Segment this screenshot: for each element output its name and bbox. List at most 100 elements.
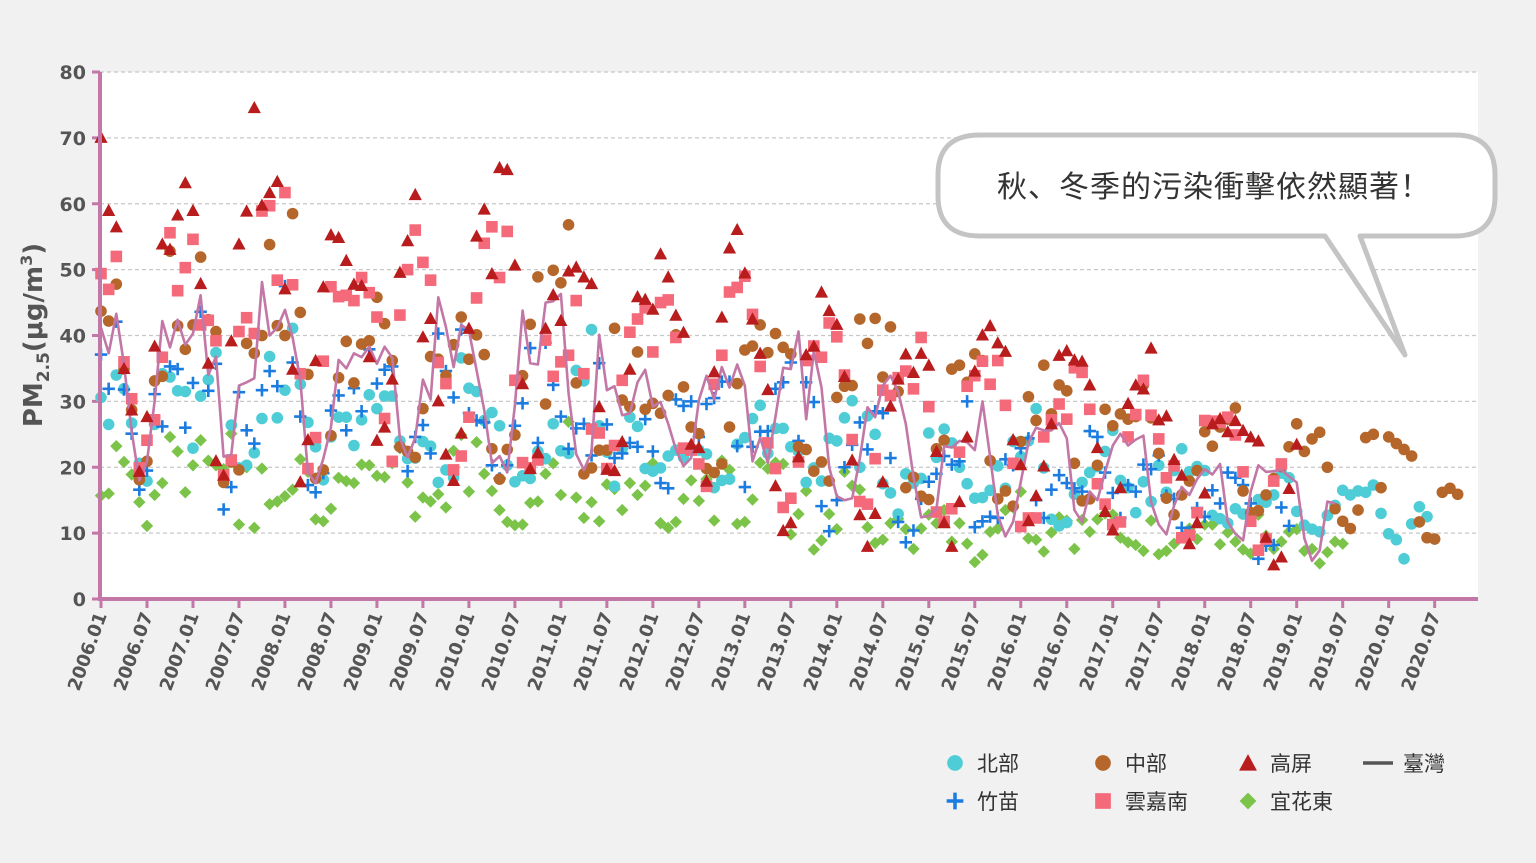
data-point-zhumiao bbox=[631, 440, 644, 454]
data-point-kaoping bbox=[423, 311, 438, 324]
data-point-yunjianan bbox=[785, 492, 797, 505]
data-point-central bbox=[1313, 426, 1326, 439]
data-point-yihuadong bbox=[255, 462, 269, 475]
data-point-yunjianan bbox=[194, 319, 207, 331]
data-point-kaoping bbox=[837, 369, 852, 382]
data-point-yunjianan bbox=[516, 456, 529, 469]
data-point-north bbox=[777, 422, 789, 435]
data-point-yihuadong bbox=[432, 488, 445, 501]
data-point-central bbox=[861, 337, 874, 350]
data-point-yunjianan bbox=[631, 313, 644, 325]
data-point-kaoping bbox=[217, 468, 231, 481]
data-point-zhumiao bbox=[1282, 519, 1296, 533]
data-point-yihuadong bbox=[117, 455, 131, 469]
data-point-zhumiao bbox=[838, 461, 851, 474]
data-point-north bbox=[371, 402, 383, 415]
data-point-north bbox=[355, 414, 368, 426]
data-point-north bbox=[271, 412, 284, 424]
data-point-zhumiao bbox=[225, 480, 238, 494]
data-point-zhumiao bbox=[884, 451, 897, 465]
data-point-yihuadong bbox=[424, 495, 437, 508]
data-point-yihuadong bbox=[194, 434, 207, 447]
data-point-yunjianan bbox=[493, 271, 506, 284]
data-point-yunjianan bbox=[1175, 531, 1188, 544]
data-point-yihuadong bbox=[317, 515, 330, 528]
data-point-yihuadong bbox=[355, 458, 368, 471]
data-point-kaoping bbox=[853, 508, 867, 521]
data-point-zhumiao bbox=[1121, 478, 1135, 492]
data-point-yunjianan bbox=[1114, 516, 1127, 528]
data-point-kaoping bbox=[1044, 417, 1059, 430]
data-point-yihuadong bbox=[1029, 533, 1043, 546]
data-point-yihuadong bbox=[439, 501, 453, 514]
data-point-yunjianan bbox=[945, 502, 958, 515]
data-point-yunjianan bbox=[815, 351, 828, 364]
data-point-yunjianan bbox=[723, 286, 736, 298]
data-point-kaoping bbox=[125, 403, 139, 416]
data-point-kaoping bbox=[132, 464, 146, 477]
data-point-kaoping bbox=[508, 258, 522, 271]
data-point-north bbox=[1137, 475, 1150, 488]
data-point-yihuadong bbox=[1221, 526, 1234, 539]
data-point-kaoping bbox=[592, 400, 606, 413]
data-point-yihuadong bbox=[1336, 537, 1349, 550]
data-point-north bbox=[1114, 474, 1127, 487]
data-point-yihuadong bbox=[493, 503, 506, 517]
data-point-kaoping bbox=[355, 278, 369, 292]
data-point-yihuadong bbox=[661, 521, 675, 535]
data-point-kaoping bbox=[569, 260, 583, 273]
x-tick-label: 2007.01 bbox=[156, 610, 204, 694]
legend-label: 宜花東 bbox=[1270, 790, 1333, 814]
data-point-yunjianan bbox=[754, 360, 766, 373]
data-point-kaoping bbox=[240, 204, 254, 217]
data-point-yunjianan bbox=[210, 334, 222, 347]
data-point-north bbox=[831, 435, 843, 447]
data-point-kaoping bbox=[615, 434, 629, 448]
data-point-kaoping bbox=[278, 282, 292, 295]
data-point-kaoping bbox=[791, 450, 806, 463]
data-point-kaoping bbox=[117, 361, 131, 375]
data-point-yunjianan bbox=[1160, 471, 1173, 484]
data-point-zhumiao bbox=[861, 443, 874, 456]
data-point-yihuadong bbox=[1045, 526, 1058, 539]
data-point-yunjianan bbox=[570, 294, 583, 307]
data-point-yunjianan bbox=[240, 311, 253, 324]
data-point-yihuadong bbox=[1068, 542, 1081, 556]
data-point-yunjianan bbox=[110, 250, 123, 263]
data-point-yunjianan bbox=[1191, 506, 1203, 519]
data-point-zhumiao bbox=[255, 383, 269, 397]
data-point-kaoping bbox=[1182, 537, 1197, 550]
data-point-kaoping bbox=[1175, 468, 1189, 481]
data-point-yunjianan bbox=[869, 452, 881, 465]
data-point-yihuadong bbox=[531, 495, 545, 508]
data-point-kaoping bbox=[1236, 423, 1250, 436]
data-point-kaoping bbox=[201, 356, 215, 369]
data-point-yihuadong bbox=[1213, 538, 1227, 551]
data-point-yunjianan bbox=[562, 349, 575, 362]
data-point-zhumiao bbox=[163, 360, 177, 373]
data-point-kaoping bbox=[722, 241, 737, 254]
data-point-kaoping bbox=[102, 203, 116, 216]
x-tick-label: 2010.01 bbox=[432, 610, 480, 694]
data-point-kaoping bbox=[477, 202, 491, 215]
data-point-kaoping bbox=[393, 265, 407, 278]
data-point-kaoping bbox=[1029, 488, 1043, 502]
data-point-yunjianan bbox=[555, 356, 567, 368]
data-point-central bbox=[1091, 459, 1104, 472]
data-point-yunjianan bbox=[831, 331, 843, 343]
data-point-kaoping bbox=[523, 461, 537, 475]
data-point-yunjianan bbox=[1129, 408, 1142, 421]
data-point-zhumiao bbox=[355, 405, 368, 418]
data-point-yihuadong bbox=[899, 522, 913, 536]
data-point-yunjianan bbox=[225, 454, 238, 466]
data-point-kaoping bbox=[1021, 514, 1036, 527]
data-point-yihuadong bbox=[1052, 511, 1066, 524]
data-point-yunjianan bbox=[593, 427, 606, 439]
data-point-zhumiao bbox=[102, 382, 115, 396]
data-point-yihuadong bbox=[554, 488, 568, 502]
data-point-kaoping bbox=[1221, 425, 1235, 438]
data-point-kaoping bbox=[232, 237, 246, 250]
callout-text: 秋、冬季的污染衝擊依然顯著！ bbox=[997, 170, 1431, 205]
data-point-kaoping bbox=[362, 349, 376, 363]
